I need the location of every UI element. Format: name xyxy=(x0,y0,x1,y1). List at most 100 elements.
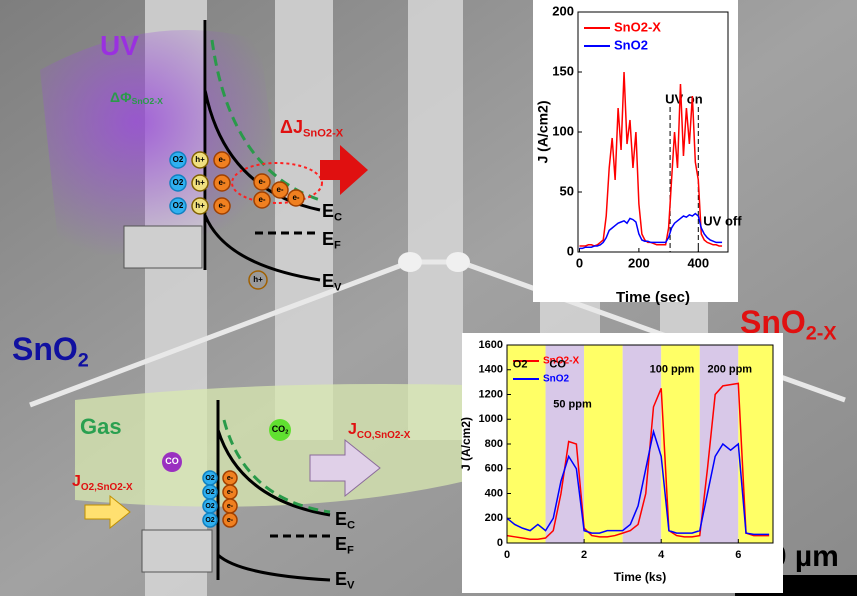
label-main: J xyxy=(72,473,81,490)
x-tick-label: 4 xyxy=(658,549,665,561)
y-tick-label: 1000 xyxy=(479,413,503,425)
gas-band xyxy=(545,345,585,543)
label-main: UV xyxy=(100,30,139,61)
label-sub: 2 xyxy=(78,350,89,372)
label-main: E xyxy=(335,534,347,554)
label-main: ΔΦ xyxy=(110,89,132,105)
particle-label: O2 xyxy=(205,503,214,510)
nanowire xyxy=(29,259,846,408)
contact xyxy=(446,252,470,272)
plot-frame xyxy=(506,344,774,544)
electrode-block xyxy=(123,225,203,269)
label-sub: V xyxy=(347,579,355,591)
label-sub: CO,SnO2-X xyxy=(357,429,411,440)
label-delta-j: ΔJSnO2-X xyxy=(280,117,344,140)
particle xyxy=(271,181,289,199)
particle-label: h+ xyxy=(195,201,205,210)
particle xyxy=(253,191,271,209)
label-ef-gas: EF xyxy=(335,534,354,557)
particle xyxy=(222,512,238,528)
co2-molecule xyxy=(269,419,291,441)
label-main: SnO xyxy=(12,331,78,367)
particle xyxy=(169,151,187,169)
particle xyxy=(213,151,231,169)
label-main: E xyxy=(322,271,334,291)
legend-label: SnO2 xyxy=(543,374,570,385)
particle-label: e- xyxy=(227,489,234,496)
label-main: CO xyxy=(165,456,179,466)
particle xyxy=(191,197,209,215)
uv-marker-label: UV off xyxy=(703,213,742,228)
gas-band xyxy=(699,345,739,543)
label-sub: SnO2-X xyxy=(303,127,344,139)
valence-band xyxy=(216,553,331,582)
label-sub: 2-X xyxy=(806,323,838,345)
particle-label: e- xyxy=(218,201,225,210)
annotation: 50 ppm xyxy=(553,398,592,410)
label-sub: F xyxy=(347,544,354,556)
y-tick-label: 100 xyxy=(552,123,574,138)
o2-arrow xyxy=(84,494,131,530)
series-line xyxy=(579,212,723,250)
label-j-co: JCO,SnO2-X xyxy=(348,421,411,440)
label-main: E xyxy=(335,509,347,529)
particle-label: e- xyxy=(227,503,234,510)
annotation: 100 ppm xyxy=(650,364,695,376)
particle-label: e- xyxy=(276,185,283,194)
y-tick-label: 600 xyxy=(485,463,503,475)
particle xyxy=(191,151,209,169)
contact xyxy=(398,252,422,272)
annotation: 200 ppm xyxy=(707,364,752,376)
conduction-band xyxy=(216,429,331,517)
series-line xyxy=(506,428,770,536)
particle-label: h+ xyxy=(253,275,263,284)
electron-cloud xyxy=(231,162,323,204)
particle-label: O2 xyxy=(205,475,214,482)
particle xyxy=(169,174,187,192)
uv-arrow xyxy=(320,145,368,195)
x-tick-label: 2 xyxy=(581,549,587,561)
y-tick-label: 1600 xyxy=(479,339,503,351)
particle-label: e- xyxy=(292,193,299,202)
label-main: Gas xyxy=(80,414,122,439)
label-sub: F xyxy=(334,239,341,251)
label-sub: 2 xyxy=(285,430,288,436)
valence-band xyxy=(203,214,321,282)
conduction-band-gas xyxy=(222,419,331,514)
label-co2: CO2 xyxy=(272,424,289,436)
y-tick-label: 150 xyxy=(552,63,574,78)
label-main: ΔJ xyxy=(280,117,303,137)
particle-label: e- xyxy=(258,177,265,186)
particle-label: O2 xyxy=(205,489,214,496)
particle xyxy=(248,270,268,290)
label-sub: SnO2-X xyxy=(132,96,164,106)
label-sno2: SnO2 xyxy=(12,331,89,371)
y-tick-label: 0 xyxy=(567,243,574,258)
y-tick-label: 1400 xyxy=(479,364,503,376)
label-ec-gas: EC xyxy=(335,509,355,532)
label-j-o2: JO2,SnO2-X xyxy=(72,473,133,492)
y-tick-label: 800 xyxy=(485,438,503,450)
y-tick-label: 0 xyxy=(497,537,503,549)
label-sub: V xyxy=(334,281,342,293)
y-tick-label: 400 xyxy=(485,487,503,499)
label-ev-uv: EV xyxy=(322,271,342,294)
label-ec-uv: EC xyxy=(322,201,342,224)
label-delta-phi: ΔΦSnO2-X xyxy=(110,89,163,107)
electrode-block xyxy=(141,529,213,573)
legend-label: SnO2 xyxy=(614,37,648,52)
particle-label: e- xyxy=(218,155,225,164)
gas-band xyxy=(584,345,623,543)
label-ef-uv: EF xyxy=(322,229,341,252)
label-sub: C xyxy=(347,519,355,531)
x-tick-label: 0 xyxy=(504,549,510,561)
particle-label: O2 xyxy=(173,201,184,210)
gas-region xyxy=(75,384,470,507)
co-molecule xyxy=(162,452,182,472)
annotation: CO xyxy=(549,359,566,371)
y-tick-label: 50 xyxy=(560,183,574,198)
particle-label: h+ xyxy=(195,155,205,164)
label-sub: O2,SnO2-X xyxy=(81,481,133,492)
particle-label: O2 xyxy=(173,178,184,187)
